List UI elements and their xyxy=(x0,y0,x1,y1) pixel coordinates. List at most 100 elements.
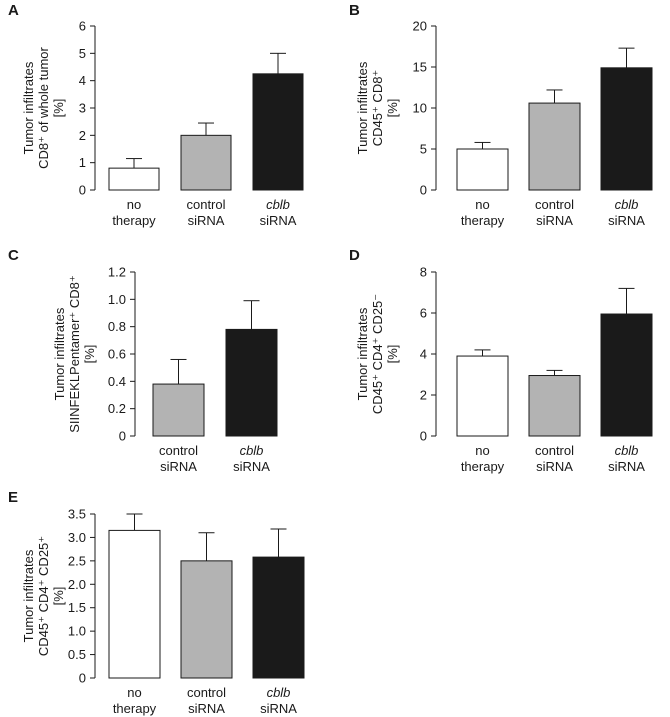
y-tick-label: 0.6 xyxy=(108,347,126,362)
y-axis-label-line: [%] xyxy=(385,345,400,364)
y-tick-label: 1.5 xyxy=(68,600,86,615)
y-tick-label: 3 xyxy=(79,101,86,116)
bar-3 xyxy=(600,67,653,191)
y-axis-label-line: [%] xyxy=(82,345,97,364)
bar-3 xyxy=(252,73,304,191)
category-label-line1: no xyxy=(127,685,141,700)
y-axis-label: Tumor infiltratesCD8⁺ of whole tumor[%] xyxy=(21,46,66,168)
y-tick-label: 0.8 xyxy=(108,319,126,334)
y-tick-label: 10 xyxy=(413,101,427,116)
bar-1 xyxy=(456,148,509,191)
bar-2 xyxy=(180,134,232,191)
category-label-line2: siRNA xyxy=(608,459,645,474)
y-tick-label: 1.0 xyxy=(108,292,126,307)
category-label-line2: therapy xyxy=(112,213,156,228)
y-tick-label: 5 xyxy=(79,46,86,61)
category-label-line1: cblb xyxy=(266,197,290,212)
y-tick-label: 0 xyxy=(420,183,427,198)
y-tick-label: 20 xyxy=(413,19,427,34)
bar-1 xyxy=(108,529,161,679)
bar-3 xyxy=(252,556,305,679)
panel-letter: C xyxy=(8,247,19,264)
panel-letter: B xyxy=(349,2,360,19)
bar-2 xyxy=(528,375,581,437)
category-label-line1: cblb xyxy=(615,443,639,458)
y-tick-label: 4 xyxy=(79,73,86,88)
y-axis-label-line: Tumor infiltrates xyxy=(355,307,370,400)
bar-2 xyxy=(225,328,278,437)
chart-panel-c: C 0 0.2 0.4 0.6 0.8 1.0 1.2 Tumor infiltratesSII… xyxy=(8,247,278,474)
category-label-line2: therapy xyxy=(461,459,505,474)
category-label-line1: control xyxy=(187,685,226,700)
category-label-line1: control xyxy=(535,197,574,212)
y-tick-label: 0 xyxy=(79,671,86,686)
y-axis-label-line: Tumor infiltrates xyxy=(21,549,36,642)
y-axis-label-line: [%] xyxy=(385,99,400,118)
y-tick-label: 1 xyxy=(79,155,86,170)
y-tick-label: 4 xyxy=(420,347,427,362)
y-axis-label-line: CD45⁺ CD4⁺ CD25⁺ xyxy=(36,536,51,656)
category-label-line1: cblb xyxy=(267,685,291,700)
y-axis-label-line: [%] xyxy=(51,99,66,118)
y-tick-label: 0 xyxy=(119,429,126,444)
chart-panel-b: B 0 5 10 15 20 Tumor infiltratesCD45⁺ CD8⁺[%] n… xyxy=(349,2,653,228)
category-label-line2: siRNA xyxy=(260,213,297,228)
y-tick-label: 0.2 xyxy=(108,401,126,416)
category-label-line2: siRNA xyxy=(536,213,573,228)
y-tick-label: 0.5 xyxy=(68,647,86,662)
y-tick-label: 2 xyxy=(420,388,427,403)
y-tick-label: 1.0 xyxy=(68,624,86,639)
y-axis-label-line: SIINFEKLPentamer⁺ CD8⁺ xyxy=(67,275,82,433)
category-label-line2: siRNA xyxy=(608,213,645,228)
y-tick-label: 2 xyxy=(79,128,86,143)
chart-panel-a: A 0 1 2 3 4 5 6 Tumor infiltratesCD8⁺ of whole t… xyxy=(8,2,304,228)
y-tick-label: 1.2 xyxy=(108,265,126,280)
panel-letter: E xyxy=(8,489,18,506)
y-tick-label: 2.5 xyxy=(68,553,86,568)
y-axis-label: Tumor infiltratesSIINFEKLPentamer⁺ CD8⁺[… xyxy=(52,275,97,433)
y-tick-label: 3.5 xyxy=(68,507,86,522)
y-tick-label: 6 xyxy=(79,19,86,34)
y-axis-label: Tumor infiltratesCD45⁺ CD4⁺ CD25⁻[%] xyxy=(355,294,400,414)
category-label-line1: cblb xyxy=(240,443,264,458)
y-axis-label: Tumor infiltratesCD45⁺ CD4⁺ CD25⁺[%] xyxy=(21,536,66,656)
category-label-line1: control xyxy=(159,443,198,458)
category-label-line2: therapy xyxy=(461,213,505,228)
y-axis-label-line: [%] xyxy=(51,587,66,606)
y-axis-label-line: Tumor infiltrates xyxy=(21,61,36,154)
category-label-line1: no xyxy=(475,197,489,212)
category-label-line1: control xyxy=(186,197,225,212)
bar-2 xyxy=(528,102,581,191)
y-tick-label: 15 xyxy=(413,60,427,75)
category-label-line2: siRNA xyxy=(160,459,197,474)
y-tick-label: 0 xyxy=(420,429,427,444)
y-tick-label: 0.4 xyxy=(108,374,126,389)
y-axis-label-line: CD45⁺ CD8⁺ xyxy=(370,70,385,147)
category-label-line2: siRNA xyxy=(188,213,225,228)
panel-letter: A xyxy=(8,2,19,19)
category-label-line1: control xyxy=(535,443,574,458)
category-label-line2: siRNA xyxy=(233,459,270,474)
y-tick-label: 8 xyxy=(420,265,427,280)
bar-1 xyxy=(108,167,160,191)
category-label-line2: siRNA xyxy=(260,701,297,716)
category-label-line2: therapy xyxy=(113,701,157,716)
y-axis-label-line: CD8⁺ of whole tumor xyxy=(36,46,51,168)
panel-letter: D xyxy=(349,247,360,264)
bar-2 xyxy=(180,560,233,679)
bar-3 xyxy=(600,313,653,437)
category-label-line1: no xyxy=(127,197,141,212)
bar-1 xyxy=(456,355,509,437)
category-label-line2: siRNA xyxy=(188,701,225,716)
y-tick-label: 3.0 xyxy=(68,530,86,545)
chart-panel-d: D 0 2 4 6 8 Tumor infiltratesCD45⁺ CD4⁺ CD25⁻[… xyxy=(349,247,653,474)
y-axis-label-line: Tumor infiltrates xyxy=(355,61,370,154)
y-tick-label: 6 xyxy=(420,306,427,321)
bar-1 xyxy=(152,383,205,437)
y-tick-label: 0 xyxy=(79,183,86,198)
category-label-line1: no xyxy=(475,443,489,458)
category-label-line1: cblb xyxy=(615,197,639,212)
y-tick-label: 2.0 xyxy=(68,577,86,592)
